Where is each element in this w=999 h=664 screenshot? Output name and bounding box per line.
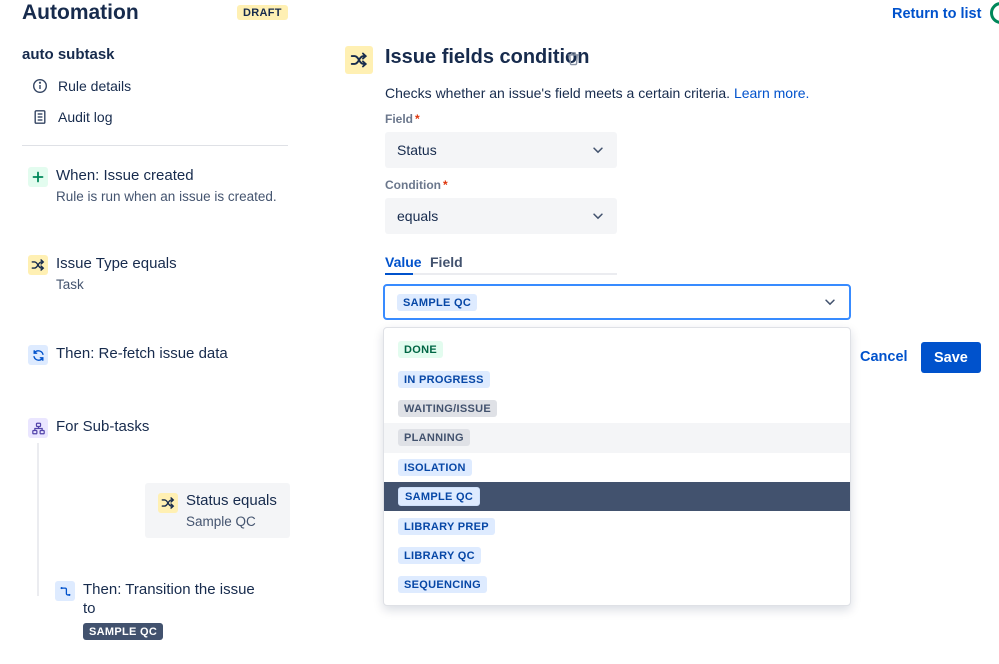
active-tab-underline bbox=[385, 273, 413, 275]
status-badge: ISOLATION bbox=[398, 458, 472, 476]
step-title: Then: Transition the issue to bbox=[83, 581, 255, 617]
cancel-button[interactable]: Cancel bbox=[860, 349, 908, 365]
step-subtitle: Sample QC bbox=[186, 514, 256, 529]
dropdown-option[interactable]: PLANNING bbox=[384, 423, 850, 453]
sidebar-item-label: Rule details bbox=[58, 78, 132, 94]
required-asterisk: * bbox=[442, 178, 448, 192]
draft-status-badge: DRAFT bbox=[237, 5, 288, 20]
refresh-icon bbox=[28, 345, 48, 365]
return-to-list-link[interactable]: Return to list bbox=[892, 6, 982, 22]
step-title: When: Issue created bbox=[56, 167, 194, 184]
branch-connector-line bbox=[37, 443, 39, 596]
status-badge: SAMPLE QC bbox=[398, 487, 481, 507]
status-options-dropdown: DONE IN PROGRESS WAITING/ISSUE PLANNING … bbox=[383, 327, 851, 606]
status-badge: WAITING/ISSUE bbox=[398, 399, 498, 417]
rule-step-transition-action[interactable]: Then: Transition the issue to SAMPLE QC bbox=[55, 580, 268, 640]
save-button[interactable]: Save bbox=[921, 342, 981, 373]
status-badge: SEQUENCING bbox=[398, 576, 487, 594]
step-title: Issue Type equals bbox=[56, 255, 177, 272]
shuffle-icon bbox=[28, 255, 48, 275]
chevron-down-icon bbox=[591, 209, 605, 223]
field-select[interactable]: Status bbox=[385, 132, 617, 168]
required-asterisk: * bbox=[415, 112, 420, 126]
value-multiselect-input[interactable]: SAMPLE QC bbox=[383, 284, 851, 320]
dropdown-option-selected[interactable]: SAMPLE QC bbox=[384, 481, 850, 512]
rule-step-trigger[interactable]: When: Issue created Rule is run when an … bbox=[28, 166, 286, 206]
status-badge: DONE bbox=[398, 341, 443, 359]
status-badge: SAMPLE QC bbox=[83, 623, 164, 640]
panel-title: Issue fields condition bbox=[385, 46, 590, 68]
rule-step-refetch-action[interactable]: Then: Re-fetch issue data bbox=[28, 344, 228, 365]
condition-select[interactable]: equals bbox=[385, 198, 617, 234]
selected-value-badge: SAMPLE QC bbox=[397, 293, 478, 311]
delete-condition-button[interactable] bbox=[566, 51, 581, 66]
rule-step-status-condition-selected[interactable]: Status equals Sample QC bbox=[145, 483, 290, 538]
panel-description: Checks whether an issue's field meets a … bbox=[385, 85, 810, 101]
condition-select-value: equals bbox=[397, 208, 439, 224]
dropdown-option[interactable]: ISOLATION bbox=[384, 453, 850, 482]
subtasks-branch-icon bbox=[28, 418, 48, 438]
condition-label: Condition * bbox=[385, 178, 448, 192]
audit-log-icon bbox=[32, 109, 48, 125]
step-title: For Sub-tasks bbox=[56, 418, 150, 435]
dropdown-option[interactable]: IN PROGRESS bbox=[384, 364, 850, 393]
trash-icon bbox=[566, 51, 581, 66]
rule-step-issue-type-condition[interactable]: Issue Type equals Task bbox=[28, 254, 177, 294]
status-badge: LIBRARY QC bbox=[398, 546, 481, 564]
shuffle-icon bbox=[158, 493, 178, 513]
field-label: Field * bbox=[385, 112, 420, 126]
learn-more-link[interactable]: Learn more. bbox=[733, 85, 810, 101]
condition-shuffle-icon bbox=[345, 46, 373, 74]
tab-field[interactable]: Field bbox=[430, 254, 463, 270]
dropdown-option[interactable]: WAITING/ISSUE bbox=[384, 394, 850, 423]
sidebar-item-rule-details[interactable]: Rule details bbox=[32, 78, 131, 94]
sidebar-item-label: Audit log bbox=[58, 109, 113, 125]
rule-name: auto subtask bbox=[22, 46, 115, 63]
status-badge: PLANNING bbox=[398, 429, 470, 447]
status-badge: IN PROGRESS bbox=[398, 370, 490, 388]
sidebar-item-audit-log[interactable]: Audit log bbox=[32, 109, 112, 125]
sidebar-divider bbox=[22, 145, 288, 146]
field-select-value: Status bbox=[397, 142, 437, 158]
plus-icon bbox=[28, 167, 48, 187]
dropdown-option[interactable]: SEQUENCING bbox=[384, 570, 850, 599]
dropdown-option[interactable]: DONE bbox=[384, 335, 850, 364]
step-subtitle: Rule is run when an issue is created. bbox=[56, 189, 277, 204]
step-subtitle: Task bbox=[56, 277, 84, 292]
dropdown-option[interactable]: LIBRARY PREP bbox=[384, 511, 850, 540]
tab-value[interactable]: Value bbox=[385, 254, 422, 270]
tabs-divider bbox=[385, 273, 617, 275]
transition-path-icon bbox=[55, 581, 75, 601]
step-title: Status equals bbox=[186, 492, 277, 509]
info-icon bbox=[32, 78, 48, 94]
page-title: Automation bbox=[22, 1, 139, 24]
step-title: Then: Re-fetch issue data bbox=[56, 345, 228, 362]
chevron-down-icon bbox=[823, 295, 837, 309]
rule-enabled-toggle-partial[interactable] bbox=[990, 2, 999, 24]
status-badge: LIBRARY PREP bbox=[398, 517, 495, 535]
chevron-down-icon bbox=[591, 143, 605, 157]
dropdown-option[interactable]: LIBRARY QC bbox=[384, 541, 850, 570]
rule-step-for-subtasks[interactable]: For Sub-tasks bbox=[28, 417, 150, 438]
